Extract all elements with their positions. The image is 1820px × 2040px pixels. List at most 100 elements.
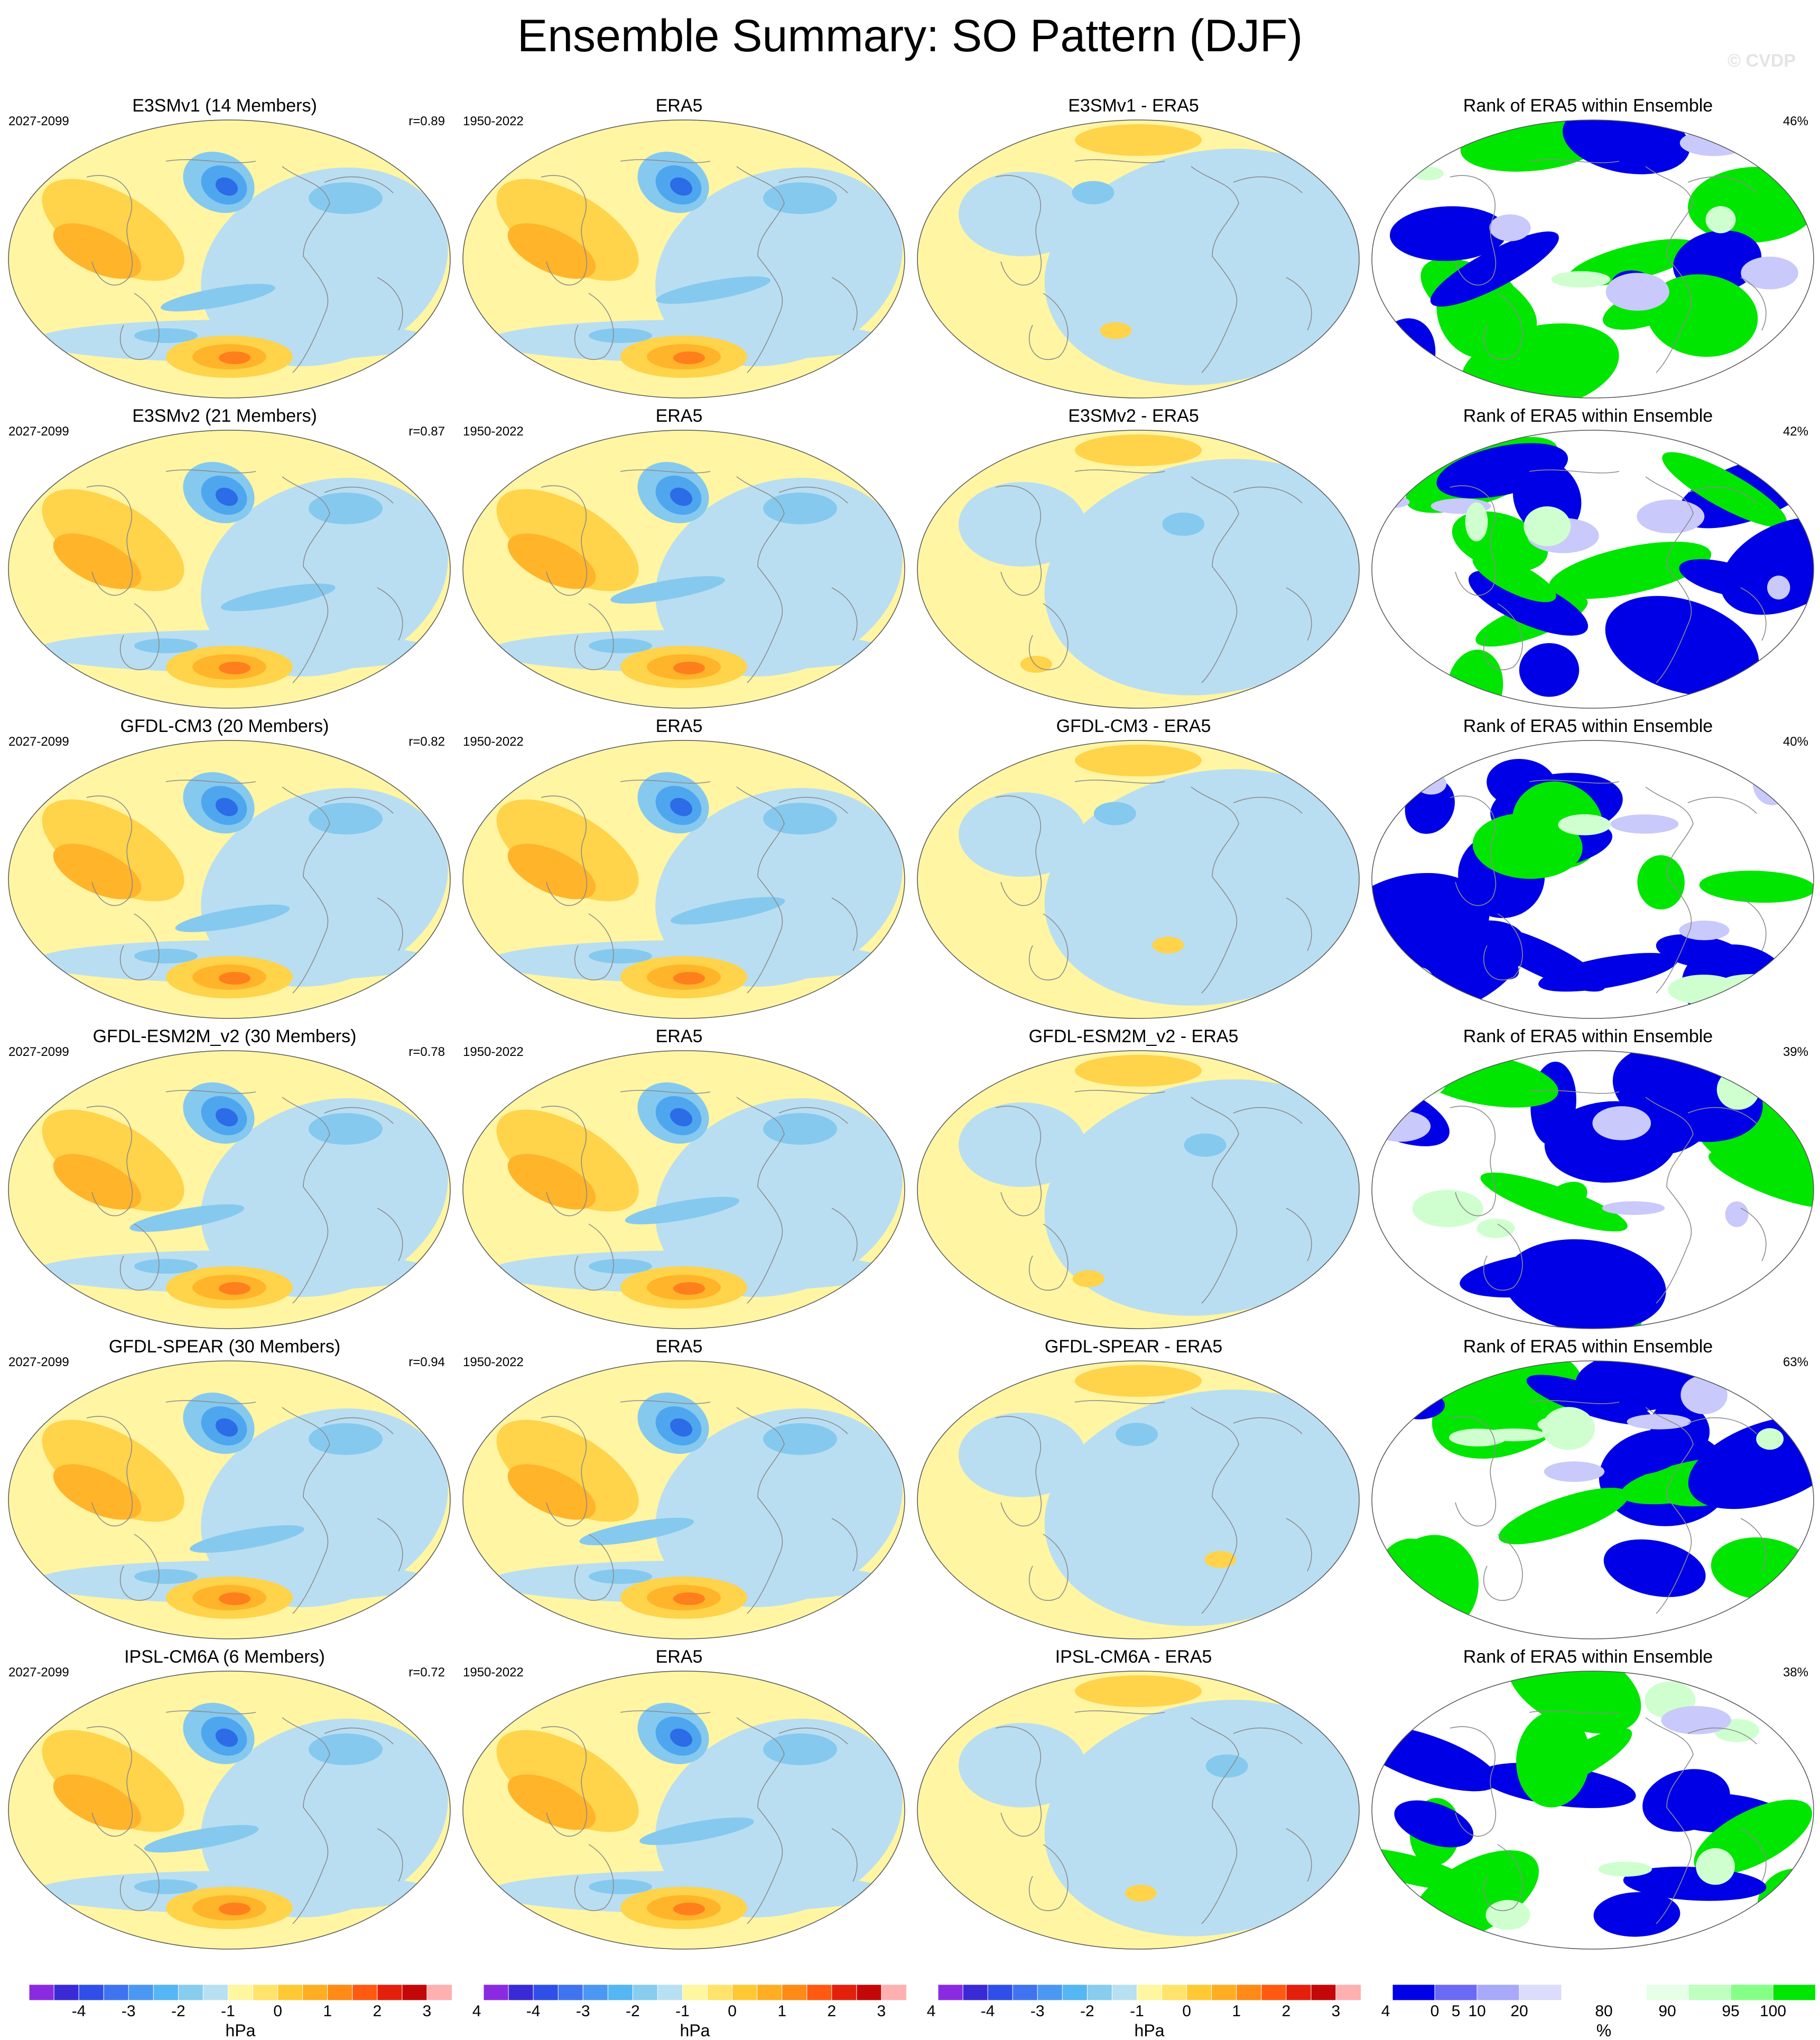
coastline [324, 176, 394, 193]
coastline [995, 795, 1042, 906]
pattern-region [219, 1903, 250, 1915]
coastline [574, 1844, 614, 1912]
pattern-region [1627, 1414, 1691, 1430]
colorbar: -4 -3 -2 -1 0 1 2 3 4 hPa [938, 1985, 1390, 2039]
model-panel: GFDL-SPEAR (30 Members) 2027-2099 r=0.94 [0, 1336, 451, 1645]
pattern-region [1720, 517, 1814, 615]
pattern-region [673, 1592, 705, 1605]
coastline [1529, 469, 1620, 474]
panel-title: Rank of ERA5 within Ensemble [1463, 406, 1713, 426]
coastline [1483, 1844, 1523, 1912]
period-label: 1950-2022 [463, 1045, 524, 1059]
colorbar-tick-label: -3 [575, 2002, 590, 2020]
map-diff [916, 1050, 1360, 1330]
pattern-region [1162, 512, 1205, 536]
coastline [574, 913, 614, 981]
period-label: 1950-2022 [463, 1355, 524, 1369]
pattern-region [589, 949, 652, 963]
colorbar-tick-label: 4 [1381, 2002, 1390, 2020]
pattern-region [1647, 274, 1758, 357]
model-panel: GFDL-ESM2M_v2 (30 Members) 2027-2099 r=0.7… [0, 1026, 451, 1335]
colorbar-swatch [1162, 1985, 1187, 2000]
map-outline [917, 430, 1360, 709]
map-svg [462, 430, 905, 709]
pattern-region [1637, 499, 1705, 534]
coastline [1074, 1710, 1165, 1714]
pattern-region [1020, 655, 1052, 673]
pattern-region [625, 1197, 740, 1225]
colorbar: -4 -3 -2 -1 0 1 2 3 4 hPa [29, 1985, 481, 2039]
map-outline [462, 430, 905, 709]
rank-percent: 39% [1782, 1045, 1808, 1059]
colorbar-swatch [682, 1985, 708, 2000]
obs-panel: ERA5 1950-2022 [454, 1026, 906, 1335]
colorbar-tick-label: -3 [121, 2002, 136, 2020]
coastline [1687, 1107, 1757, 1124]
coastline [1529, 1400, 1620, 1404]
diff-panel: GFDL-ESM2M_v2 - ERA5 [909, 1026, 1360, 1335]
coastline [1529, 159, 1620, 163]
period-label: 2027-2099 [8, 114, 69, 128]
pattern-region [763, 803, 837, 834]
map-outline [8, 119, 451, 398]
map-svg [8, 1360, 451, 1639]
colorbar-tick-label: -1 [675, 2002, 690, 2020]
pattern-region [309, 803, 383, 834]
pattern-region [219, 351, 250, 364]
colorbar-unit: % [1596, 2021, 1612, 2040]
colorbar-swatch [1730, 1985, 1773, 2000]
coastline [541, 175, 588, 286]
panel-title: Rank of ERA5 within Ensemble [1463, 1647, 1713, 1667]
pattern-region [763, 493, 837, 524]
map-obs [462, 1050, 906, 1330]
map-svg [1371, 430, 1814, 709]
coastline [831, 1208, 858, 1262]
pattern-region [1205, 1754, 1248, 1778]
pattern-region [219, 1592, 250, 1605]
pattern-region [507, 1464, 596, 1520]
coastline [620, 469, 711, 474]
coastline [324, 1107, 394, 1124]
coastline [541, 1726, 588, 1837]
map-rank [1371, 119, 1815, 399]
pattern-region [215, 798, 238, 817]
map-outline [917, 740, 1360, 1019]
colorbar-tick-label: 1 [1232, 2002, 1241, 2020]
pattern-region [161, 284, 275, 312]
coastline [86, 175, 133, 286]
coastline [1483, 1223, 1523, 1291]
colorbar-swatch [103, 1985, 129, 2000]
coastline [119, 603, 160, 671]
map-svg [917, 430, 1360, 709]
pattern-region [589, 638, 652, 653]
rank-panel: Rank of ERA5 within Ensemble 40% [1363, 716, 1814, 1025]
colorbar-tick-label: 4 [926, 2002, 936, 2020]
colorbar-swatch [657, 1985, 683, 2000]
colorbar-swatch [1335, 1985, 1361, 2000]
colorbar-swatch [806, 1985, 832, 2000]
pattern-correlation: r=0.82 [408, 735, 445, 749]
colorbar-ticks: -4 -3 -2 -1 0 1 2 3 4 [938, 2002, 1390, 2020]
coastline [1529, 1090, 1620, 1094]
pattern-region [1044, 1389, 1359, 1626]
obs-panel: ERA5 1950-2022 [454, 1336, 905, 1645]
pattern-region [670, 1728, 693, 1747]
map-diff [916, 119, 1360, 399]
colorbar-swatch [352, 1985, 378, 2000]
panel-title: ERA5 [655, 1647, 703, 1667]
pattern-region [1644, 1098, 1717, 1154]
map-diff [916, 1670, 1360, 1950]
panel-title: Rank of ERA5 within Ensemble [1463, 1337, 1713, 1357]
pattern-region [1075, 1365, 1202, 1397]
coastline [1286, 1208, 1312, 1262]
colorbar-swatch [1772, 1985, 1815, 2000]
pattern-region [1661, 1706, 1731, 1735]
map-svg [462, 119, 905, 398]
coastline [995, 1106, 1042, 1217]
pattern-region [53, 1774, 142, 1830]
period-label: 2027-2099 [8, 1045, 69, 1059]
colorbar-swatch [1311, 1985, 1337, 2000]
coastline [1028, 1844, 1069, 1912]
pattern-correlation: r=0.87 [408, 424, 445, 439]
coastline [620, 1400, 711, 1404]
